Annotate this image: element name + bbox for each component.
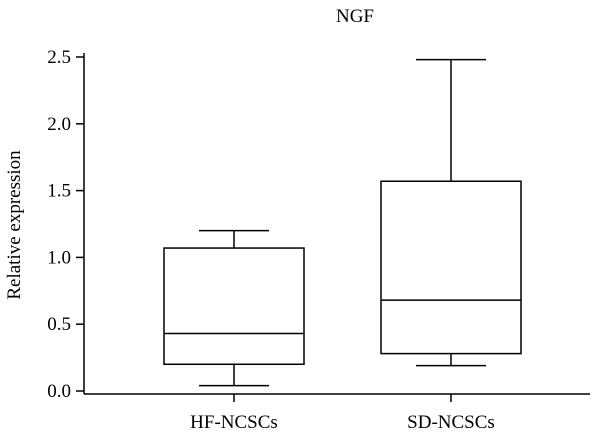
iqr-box bbox=[163, 247, 305, 366]
x-tick-label: HF-NCSCs bbox=[190, 412, 278, 433]
y-axis-label: Relative expression bbox=[4, 150, 25, 300]
box-sd-ncscs bbox=[380, 58, 522, 367]
y-tick-label: 0.0 bbox=[47, 381, 71, 402]
boxes bbox=[163, 58, 522, 387]
y-tick-label: 0.5 bbox=[47, 314, 71, 335]
iqr-box bbox=[380, 180, 522, 355]
y-tick-label: 1.0 bbox=[47, 247, 71, 268]
y-axis-ticks: 0.0 0.5 1.0 1.5 2.0 2.5 bbox=[47, 47, 84, 402]
y-tick-label: 2.0 bbox=[47, 114, 71, 135]
x-axis-ticks: HF-NCSCs SD-NCSCs bbox=[190, 394, 495, 433]
x-tick-label: SD-NCSCs bbox=[407, 412, 495, 433]
chart-title: NGF bbox=[336, 6, 374, 27]
y-tick-label: 2.5 bbox=[47, 47, 71, 68]
y-tick-label: 1.5 bbox=[47, 181, 71, 202]
box-hf-ncscs bbox=[163, 229, 305, 387]
